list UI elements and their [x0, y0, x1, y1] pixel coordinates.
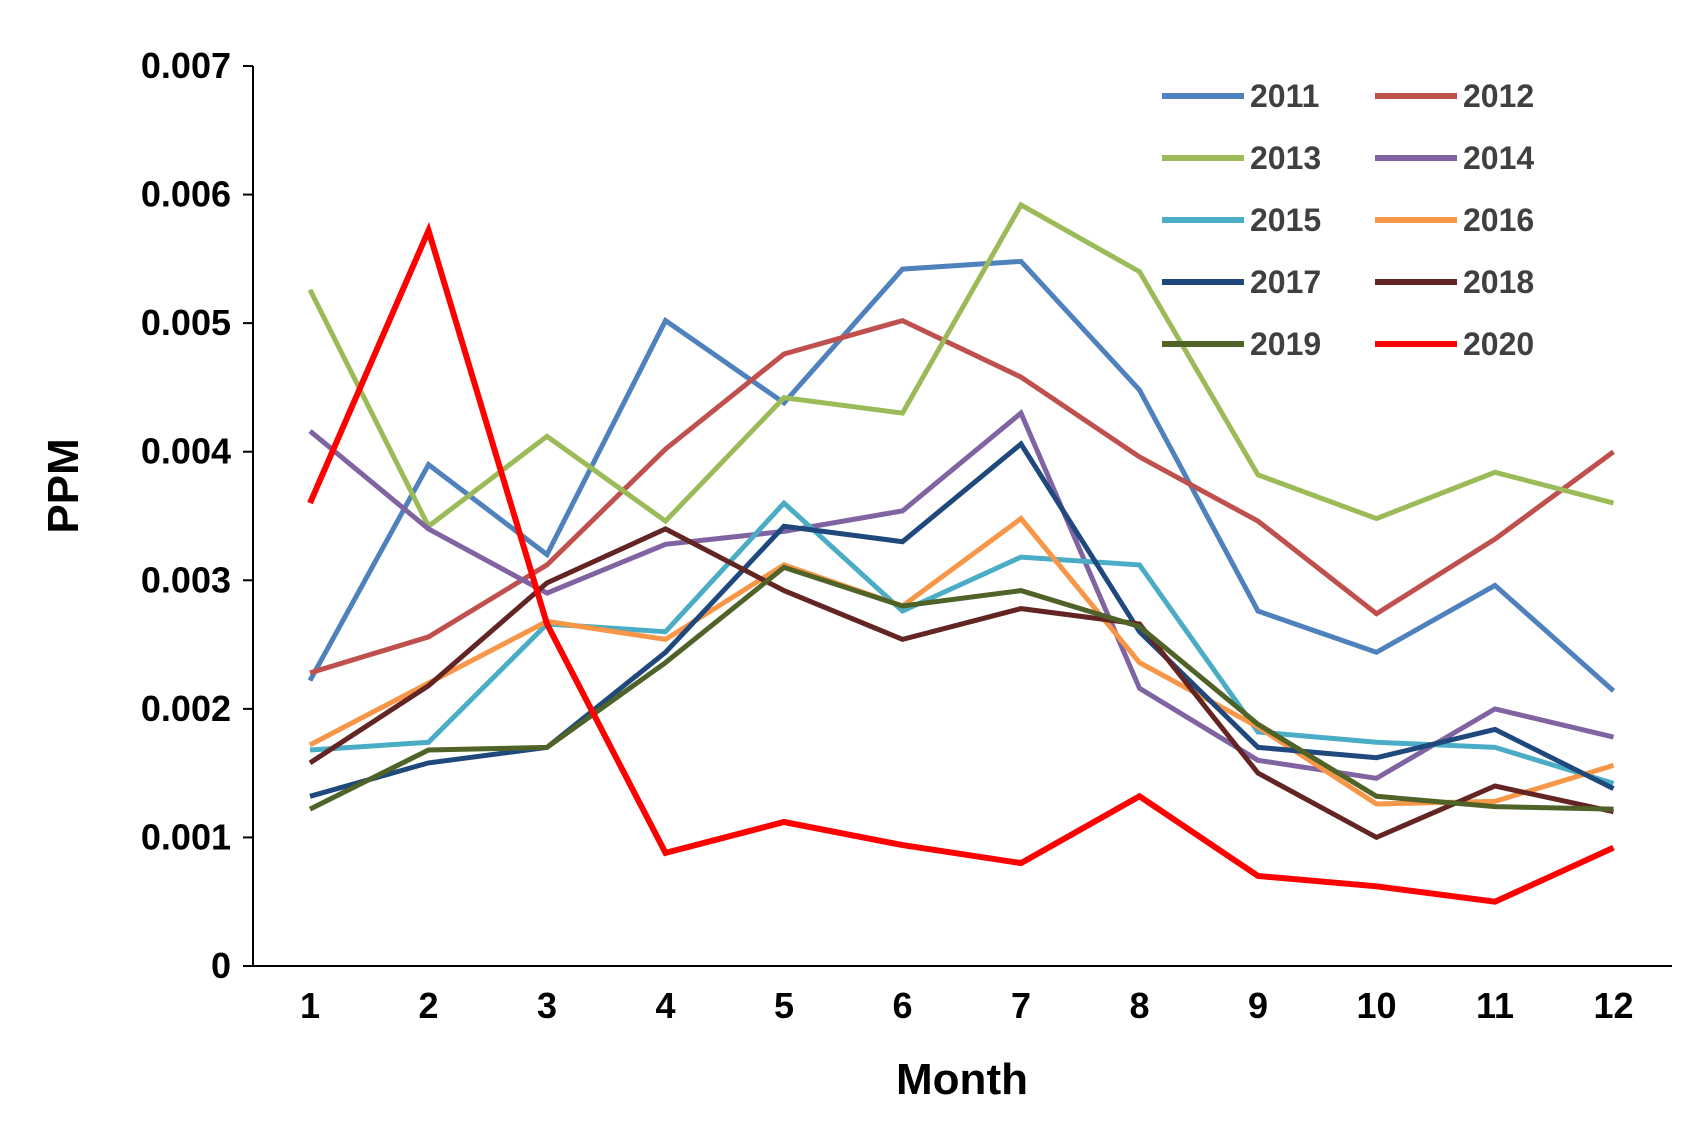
- legend-item-2016: 2016: [1375, 202, 1534, 238]
- legend-item-2012: 2012: [1375, 78, 1534, 114]
- series-line-2018: [308, 526, 1615, 841]
- x-axis-title: Month: [896, 1055, 1028, 1104]
- legend-item-2015: 2015: [1162, 202, 1321, 238]
- series-line-2013: [307, 201, 1615, 531]
- x-ticks: 1 2 3 4 5 6 7 8 9 10 11 12: [300, 985, 1634, 1026]
- legend-label: 2014: [1463, 140, 1534, 176]
- y-tick-label: 0.004: [141, 431, 231, 472]
- series-line-2014: [308, 409, 1615, 781]
- y-tick-label: 0.001: [141, 816, 231, 857]
- y-tick-label: 0.005: [141, 302, 231, 343]
- y-tick-label: 0.006: [141, 174, 231, 215]
- series-line-2011: [307, 258, 1616, 693]
- legend: 2011 2012 2013 2014 2015 2016 2017 2018 2019 2020: [1162, 78, 1534, 362]
- x-tick-label: 10: [1356, 985, 1396, 1026]
- x-tick-label: 2: [418, 985, 438, 1026]
- legend-item-2017: 2017: [1162, 264, 1321, 300]
- x-tick-label: 4: [655, 985, 675, 1026]
- series-line-2012: [309, 317, 1615, 676]
- x-tick-label: 8: [1129, 985, 1149, 1026]
- legend-item-2020: 2020: [1375, 326, 1534, 362]
- legend-label: 2012: [1463, 78, 1534, 114]
- series-line-2015: [309, 499, 1615, 786]
- y-tick-label: 0.002: [141, 688, 231, 729]
- series-line-2016: [308, 515, 1615, 807]
- legend-item-2019: 2019: [1162, 326, 1321, 362]
- x-tick-label: 3: [537, 985, 557, 1026]
- x-tick-label: 12: [1593, 985, 1633, 1026]
- x-tick-label: 7: [1011, 985, 1031, 1026]
- x-tick-label: 5: [774, 985, 794, 1026]
- legend-label: 2011: [1250, 78, 1319, 114]
- legend-label: 2015: [1250, 202, 1321, 238]
- x-tick-label: 1: [300, 985, 320, 1026]
- legend-label: 2019: [1250, 326, 1321, 362]
- y-ticks: 0 0.001 0.002 0.003 0.004 0.005 0.006 0.007: [141, 45, 253, 986]
- x-tick-label: 9: [1248, 985, 1268, 1026]
- legend-item-2018: 2018: [1375, 264, 1534, 300]
- series-line-2019: [308, 564, 1614, 812]
- x-tick-label: 6: [892, 985, 912, 1026]
- legend-label: 2018: [1463, 264, 1534, 300]
- legend-item-2011: 2011: [1162, 78, 1319, 114]
- y-tick-label: 0.003: [141, 559, 231, 600]
- legend-label: 2017: [1250, 264, 1321, 300]
- series-lines: [307, 201, 1616, 905]
- legend-item-2014: 2014: [1375, 140, 1534, 176]
- series-line-2020: [307, 221, 1615, 905]
- legend-item-2013: 2013: [1162, 140, 1321, 176]
- axes: [252, 66, 1672, 967]
- y-axis-title: PPM: [39, 438, 88, 533]
- legend-label: 2013: [1250, 140, 1321, 176]
- legend-label: 2016: [1463, 202, 1534, 238]
- legend-label: 2020: [1463, 326, 1534, 362]
- x-tick-label: 11: [1476, 985, 1514, 1026]
- y-tick-label: 0.007: [141, 45, 231, 86]
- y-tick-label: 0: [211, 945, 231, 986]
